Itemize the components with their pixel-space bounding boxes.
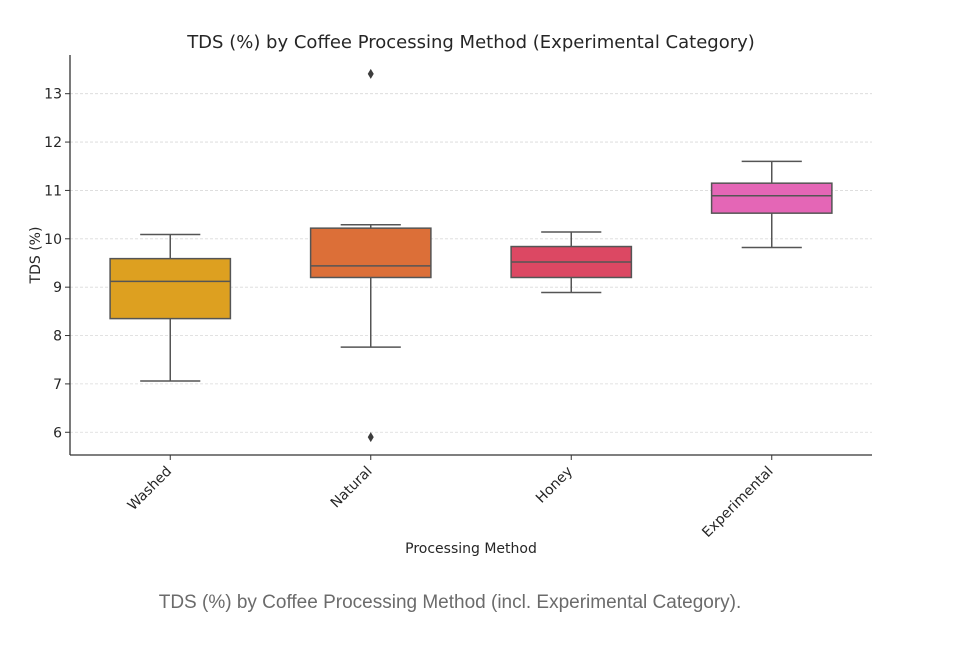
x-tick-label: Washed (125, 464, 175, 514)
y-tick-label: 7 (53, 377, 62, 393)
outlier-point (367, 68, 374, 79)
box-washed (109, 233, 232, 382)
y-ticks: 6 7 8 9 10 11 12 13 (44, 87, 70, 441)
figure-caption: TDS (%) by Coffee Processing Method (inc… (158, 592, 742, 613)
y-tick-label: 13 (44, 87, 62, 103)
x-ticks: Washed Natural Honey Experimental (125, 455, 777, 541)
box-iqr (309, 227, 432, 279)
box-honey (510, 231, 633, 294)
x-tick-label: Natural (328, 464, 376, 512)
box-iqr (710, 182, 833, 214)
y-tick-label: 6 (53, 425, 62, 441)
chart-title: TDS (%) by Coffee Processing Method (Exp… (186, 32, 755, 53)
box-natural (309, 68, 432, 443)
y-tick-label: 11 (44, 183, 62, 199)
axes-group (69, 55, 872, 456)
box-iqr (109, 257, 232, 320)
grid-lines (70, 93, 872, 433)
y-tick-label: 12 (44, 135, 62, 151)
x-axis-label: Processing Method (405, 541, 537, 557)
x-tick-label: Honey (533, 464, 576, 507)
y-tick-label: 9 (53, 280, 62, 296)
y-axis-label: TDS (%) (28, 227, 44, 285)
x-tick-label: Experimental (699, 464, 776, 541)
boxes-group (109, 68, 833, 443)
box-experimental (710, 160, 833, 249)
outlier-point (367, 432, 374, 443)
y-tick-label: 8 (53, 329, 62, 345)
y-tick-label: 10 (44, 232, 62, 248)
